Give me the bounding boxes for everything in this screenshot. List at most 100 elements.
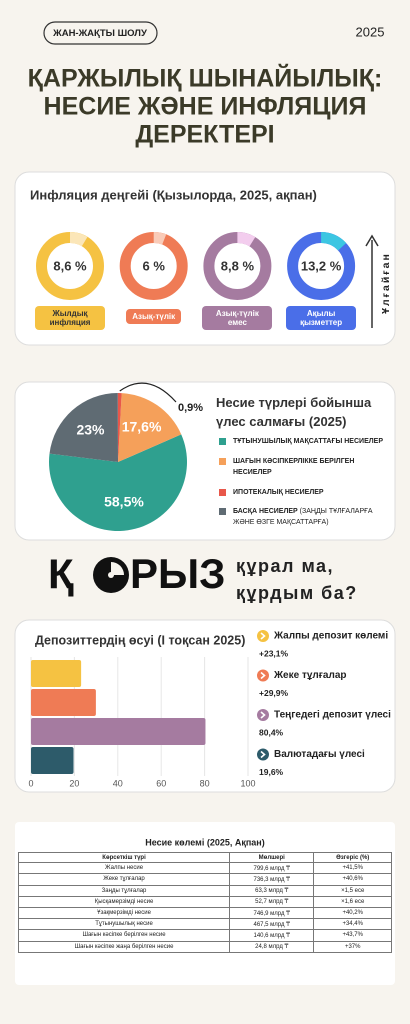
donut-label-box: Азық-түлік [126, 309, 182, 325]
donut-value: 8,8 % [221, 258, 255, 273]
table-cell: 63,3 млрд ₸ [229, 884, 315, 897]
tag: ЖАН-ЖАҚТЫ ШОЛУ [52, 28, 147, 39]
table-row: Қысқамерзімді несие 52,7 млрд ₸ ×1,6 есе [18, 895, 392, 908]
logo-text: Қ [48, 550, 74, 597]
title-line: НЕСИЕ ЖӘНЕ ИНФЛЯЦИЯ [44, 93, 367, 121]
table-row: Тұтынушылық несие 467,5 млрд ₸ +34,4% [18, 918, 392, 931]
donut-segment [69, 232, 88, 247]
table-cell: Ұзақмерзімді несие [18, 906, 231, 920]
table-cell: +37% [313, 940, 392, 953]
title-line: ҚАРЖЫЛЫҚ ШЫНАЙЫЛЫҚ: [28, 63, 383, 93]
table-cell: +34,4% [313, 918, 392, 931]
table-row: Шағын кәсіпке жаңа берілген несие 24,8 мл… [18, 940, 392, 953]
donut-label-body: Азық-түлік емес [192, 306, 282, 331]
legend-label: Теңгедегі депозит үлесі [274, 710, 391, 721]
pie-title-body: Несие түрлері бойынша үлес салмағы (2025… [216, 395, 372, 429]
donut-segment [320, 232, 347, 251]
donut-value: 8,6 % [53, 258, 87, 273]
legend-swatch [219, 488, 226, 496]
table-cell: 746,9 млрд ₸ [229, 906, 315, 920]
donut-label-body: Азық-түлік [109, 306, 199, 325]
pie-title: Несие түрлері бойынша үлес салмағы (2025… [216, 395, 372, 429]
x-tick-label: 100 [240, 778, 255, 788]
legend-item: ШАҒЫН КӘСІПКЕРЛІККЕ БЕРІЛГЕН НЕСИЕЛЕР [216, 457, 388, 479]
pie-slice [117, 393, 122, 462]
donut-label: Азық-түлік емес [192, 306, 282, 331]
legend-text: ИПОТЕКАЛЫҚ НЕСИЕЛЕР [233, 488, 324, 499]
table-body: Көрсеткіш түрі Мөлшері Өзгеріс (%) Жалпы не… [18, 852, 392, 953]
legend-body: ТҰТЫНУШЫЛЫҚ МАҚСАТТАҒЫ НЕСИЕЛЕР ШАҒЫН КӘС… [216, 437, 388, 529]
legend-label: ШАҒЫН КӘСІПКЕРЛІККЕ БЕРІЛГЕН НЕСИЕЛЕР [233, 457, 355, 476]
table-cell: 736,3 млрд ₸ [229, 873, 315, 886]
data-table: Көрсеткіш түрі Мөлшері Өзгеріс (%) Жалпы не… [18, 852, 392, 953]
legend-swatch [219, 457, 226, 465]
donut-label-box: Жылдық инфляция [35, 306, 105, 331]
table-cell: 24,8 млрд ₸ [229, 940, 315, 953]
legend-item: БАСҚА НЕСИЕЛЕР (ЗАҢДЫ ТҰЛҒАЛАРҒА ЖӘНЕ ӨЗ… [216, 507, 388, 529]
legend-icon [257, 669, 269, 682]
arrow-head [365, 234, 379, 247]
legend-chevron [260, 711, 266, 719]
pie-label: 23% [76, 422, 105, 438]
donut-label: Азық-түлік [109, 306, 199, 325]
pie-slice [48, 434, 188, 531]
bar [31, 747, 74, 774]
table-cell: ×1,5 есе [313, 884, 392, 897]
table-row: Жеке тұлғалар 736,3 млрд ₸ +40,6% [18, 873, 392, 886]
pie-label: 58,5% [104, 494, 144, 510]
legend-label: ИПОТЕКАЛЫҚ НЕСИЕЛЕР [233, 488, 324, 496]
table-header: Көрсеткіш түрі [18, 852, 231, 864]
bar [31, 689, 96, 716]
table-row: Шағын кәсіпке берілген несие 140,6 млрд ₸… [18, 929, 392, 942]
legend-text: БАСҚА НЕСИЕЛЕР (ЗАҢДЫ ТҰЛҒАЛАРҒА ЖӘНЕ ӨЗ… [233, 507, 388, 529]
value-label: +29,9% [259, 688, 289, 698]
legend-chevron [260, 632, 266, 640]
donut-label-box: Азық-түлік емес [202, 306, 273, 331]
table-row: Ұзақмерзімді несие 746,9 млрд ₸ +40,2% [18, 906, 392, 920]
legend-label: ТҰТЫНУШЫЛЫҚ МАҚСАТТАҒЫ НЕСИЕЛЕР [233, 438, 383, 445]
legend-item: ТҰТЫНУШЫЛЫҚ МАҚСАТТАҒЫ НЕСИЕЛЕР [216, 437, 388, 448]
callout-arrow [119, 382, 177, 403]
tagline: құрдым ба? [236, 583, 358, 603]
year: 2025 [356, 24, 385, 39]
donut-label: Ақылы қызметтер [286, 306, 357, 331]
value-label: 19,6% [259, 767, 284, 777]
table-cell: Жалпы несие [18, 862, 231, 875]
donut-label-box: Ақылы қызметтер [286, 306, 357, 331]
legend-text: ТҰТЫНУШЫЛЫҚ МАҚСАТТАҒЫ НЕСИЕЛЕР [233, 437, 383, 448]
legend-swatch [219, 438, 226, 445]
x-tick-label: 60 [156, 778, 166, 788]
section-title: Инфляция деңгейі (Қызылорда, 2025, ақпан… [30, 187, 317, 202]
tagline: құрал ма, [236, 556, 334, 576]
table-cell: +43,7% [313, 929, 392, 942]
legend: ТҰТЫНУШЫЛЫҚ МАҚСАТТАҒЫ НЕСИЕЛЕР ШАҒЫН КӘС… [216, 437, 388, 529]
tag-pill [43, 21, 158, 45]
x-tick-label: 20 [69, 778, 79, 788]
legend-chevron [260, 671, 266, 680]
arrow-label: Ұлғайған [380, 252, 392, 314]
section-title: Депозиттердің өсуі (I тоқсан 2025) [35, 633, 245, 647]
donut-value: 13,2 % [301, 258, 342, 273]
table-header: Мөлшері [229, 852, 315, 864]
legend-label: Валютадағы үлесі [274, 749, 365, 760]
pie-slice [49, 393, 119, 462]
table-cell: 52,7 млрд ₸ [229, 895, 315, 908]
table: Көрсеткіш түрі Мөлшері Өзгеріс (%)Жалпы не… [18, 852, 392, 953]
legend-note: (ЗАҢДЫ ТҰЛҒАЛАРҒА ЖӘНЕ ӨЗГЕ МАҚСАТТАРҒА) [233, 508, 373, 527]
table-cell: ×1,6 есе [313, 895, 392, 908]
pie-label: 17,6% [122, 419, 162, 435]
table-row: Жалпы несие 799,6 млрд ₸ +41,5% [18, 862, 392, 875]
legend-item: ИПОТЕКАЛЫҚ НЕСИЕЛЕР [216, 488, 388, 499]
table-cell: Жеке тұлғалар [18, 873, 231, 886]
legend-label: Жеке тұлғалар [273, 670, 347, 681]
table-cell: Шағын кәсіпке жаңа берілген несие [18, 940, 231, 953]
legend-icon [257, 709, 269, 721]
logo-text: РЫЗ [130, 550, 225, 597]
table-header: Өзгеріс (%) [313, 852, 392, 864]
bar [31, 660, 82, 687]
donut-segment [237, 232, 256, 247]
pie-slice [118, 393, 182, 462]
donut-value: 6 % [142, 258, 165, 273]
table-title: Несие көлемі (2025, Ақпан) [145, 837, 264, 847]
